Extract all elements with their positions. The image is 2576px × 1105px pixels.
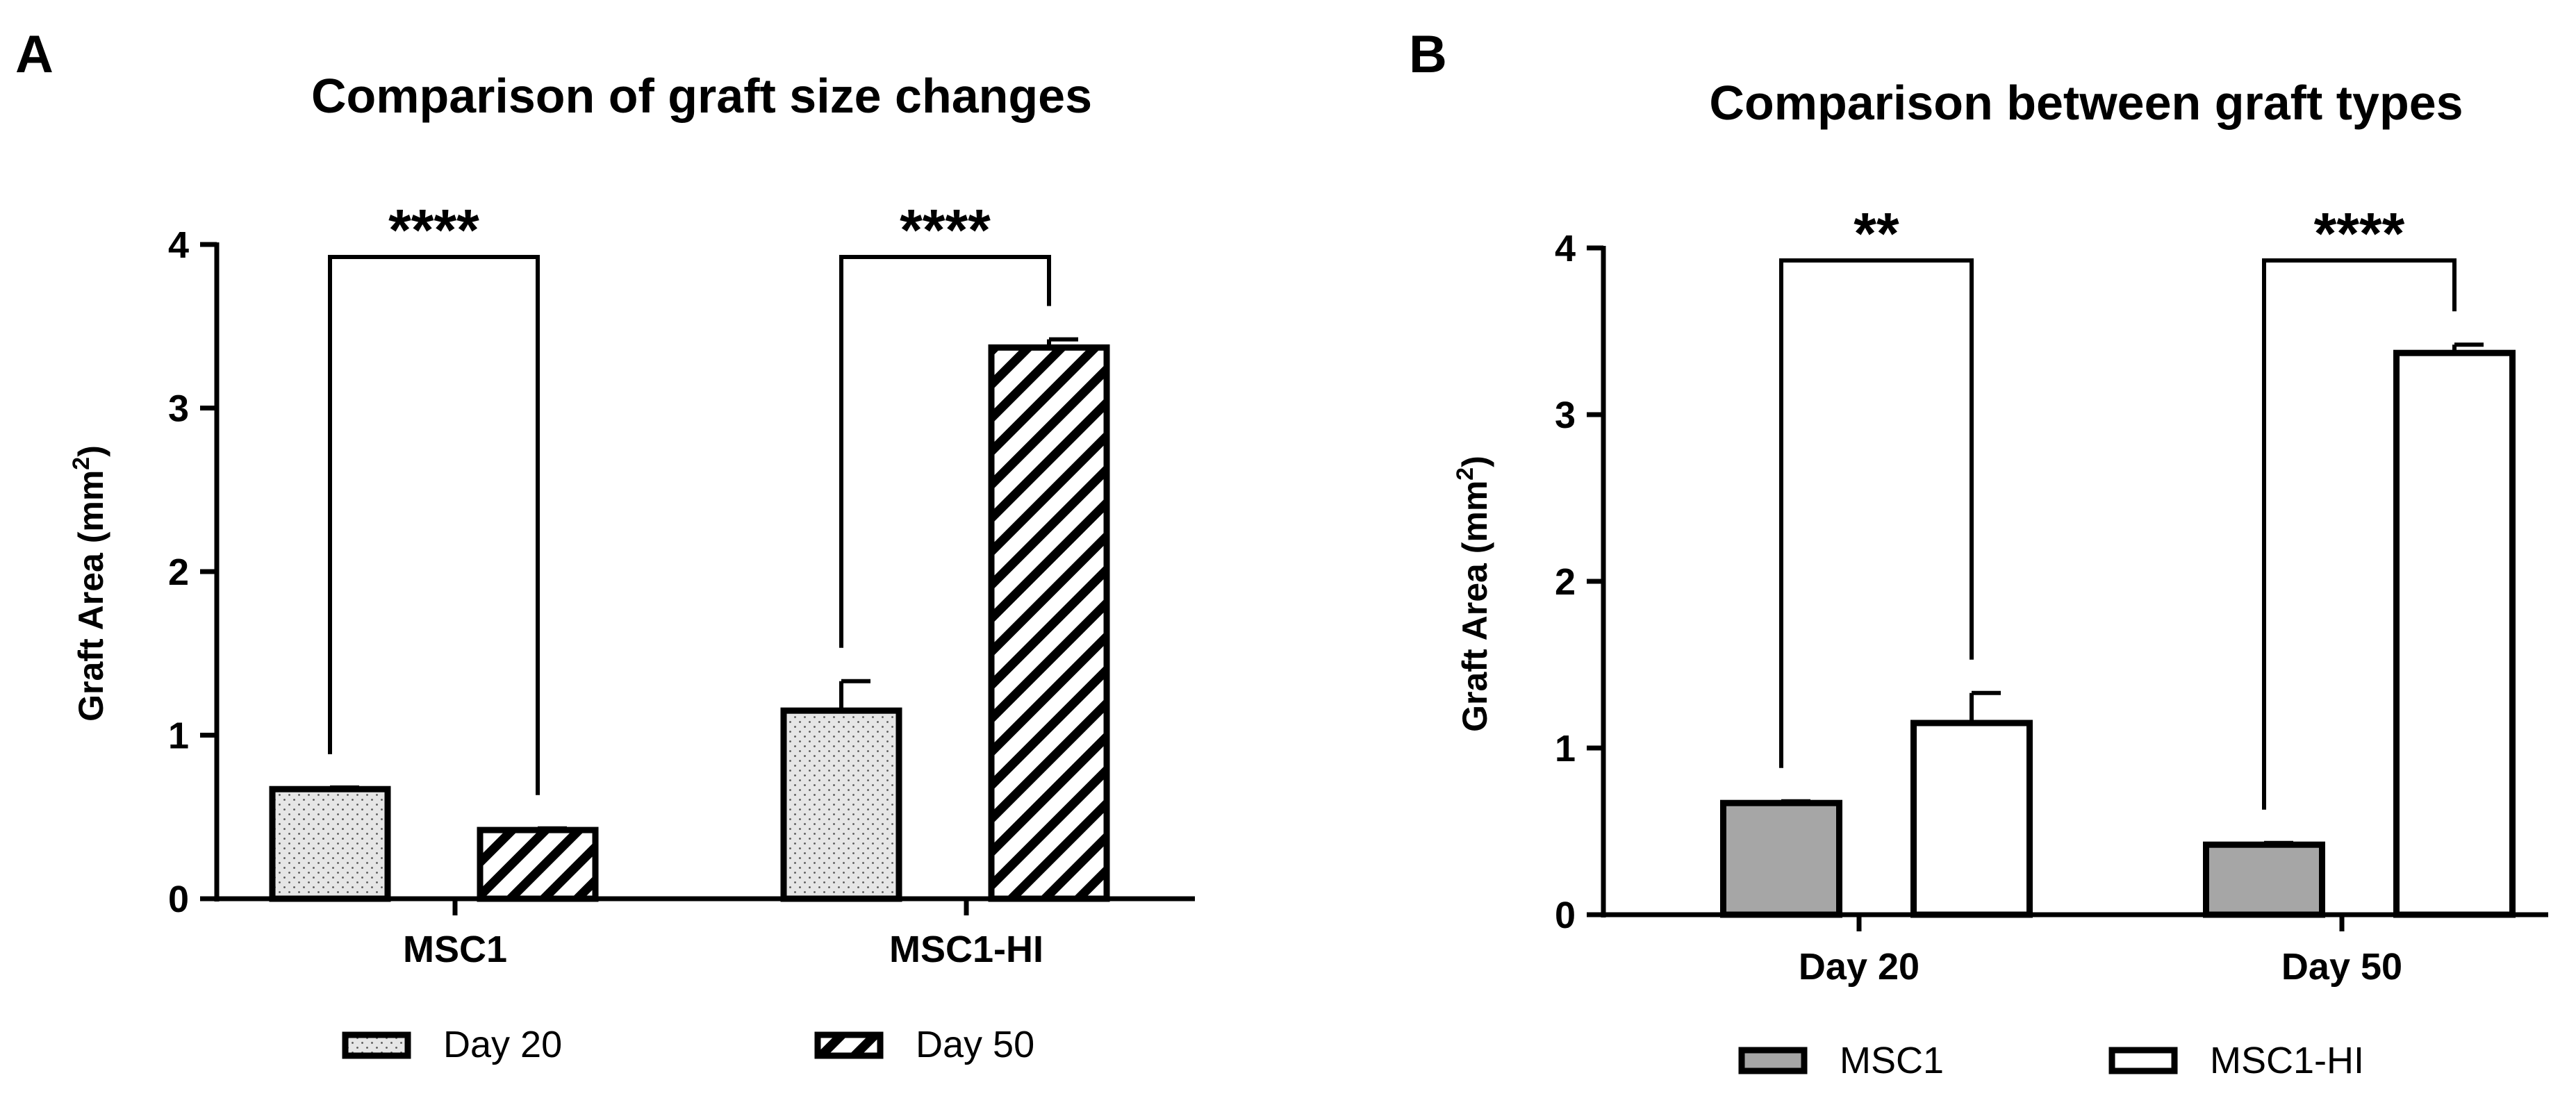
significance-label-day-50: **** — [2314, 201, 2405, 266]
x-tick-label-msc1: MSC1 — [403, 929, 507, 970]
legend-item-day-50: Day 50 — [814, 1024, 1034, 1065]
panel-a-title: Comparison of graft size changes — [311, 69, 1092, 123]
significance-label-msc1: **** — [388, 197, 479, 263]
legend-item-msc1: MSC1 — [1738, 1040, 1944, 1081]
y-tick-label: 4 — [1555, 228, 1576, 269]
y-tick-label: 0 — [1555, 895, 1576, 936]
panel-a: A Comparison of graft size changes Graft… — [15, 25, 1195, 1065]
panel-b-letter: B — [1409, 25, 1447, 84]
legend-label-day-50: Day 50 — [916, 1024, 1034, 1065]
x-tick-label-msc1-hi: MSC1-HI — [889, 929, 1043, 970]
legend-swatch-day-50 — [814, 1031, 884, 1059]
legend-label-msc1-hi: MSC1-HI — [2210, 1040, 2364, 1081]
bar-msc1-hi-day-50 — [2393, 349, 2516, 918]
panel-b-ylabel-end: ) — [1455, 456, 1494, 467]
panel-a-plot: 0 1 2 3 4 MSC1 MSC1-HI **** **** — [168, 197, 1195, 970]
bar-day-50-msc1 — [477, 826, 599, 902]
y-tick-label: 4 — [168, 224, 189, 266]
significance-label-day-20: ** — [1853, 201, 1899, 266]
bar-day-50-msc1-hi — [988, 344, 1110, 902]
panel-b: B Comparison between graft types Graft A… — [1409, 25, 2548, 1081]
significance-bracket-msc1 — [328, 255, 540, 795]
panel-a-ylabel-end: ) — [72, 445, 110, 457]
bar-day-20-msc1 — [269, 786, 391, 902]
legend-label-day-20: Day 20 — [443, 1024, 562, 1065]
y-tick-label: 3 — [1555, 394, 1576, 436]
significance-bracket-day-20 — [1779, 258, 1974, 768]
significance-bracket-msc1-hi — [839, 255, 1051, 648]
panel-b-legend: MSC1 MSC1-HI — [1738, 1040, 2364, 1081]
y-tick-label: 2 — [1555, 561, 1576, 603]
y-tick-label: 1 — [168, 715, 189, 757]
legend-label-msc1: MSC1 — [1840, 1040, 1944, 1081]
legend-swatch-day-20 — [342, 1031, 411, 1059]
panel-b-ylabel-main: Graft Area (mm — [1455, 481, 1494, 732]
x-tick-label-day-50: Day 50 — [2281, 946, 2402, 988]
significance-label-msc1-hi: **** — [900, 197, 991, 263]
panel-b-title: Comparison between graft types — [1709, 76, 2463, 130]
bar-msc1-hi-day-20 — [1910, 720, 2033, 918]
y-tick-label: 1 — [1555, 728, 1576, 770]
panel-a-ylabel: Graft Area (mm2) — [68, 445, 110, 722]
legend-swatch-msc1 — [1738, 1047, 1808, 1074]
panel-a-ylabel-sup: 2 — [68, 457, 94, 470]
panel-b-ylabel: Graft Area (mm2) — [1452, 456, 1494, 732]
bar-msc1-day-20 — [1720, 799, 1842, 918]
y-tick-label: 3 — [168, 388, 189, 430]
bar-msc1-day-50 — [2203, 841, 2325, 918]
y-tick-label: 2 — [168, 551, 189, 593]
panel-a-legend: Day 20 Day 50 — [342, 1024, 1034, 1065]
panel-a-letter: A — [15, 25, 53, 84]
legend-item-day-20: Day 20 — [342, 1024, 562, 1065]
significance-bracket-day-50 — [2262, 258, 2457, 810]
x-tick-label-day-20: Day 20 — [1799, 946, 1919, 988]
bar-day-20-msc1-hi — [780, 707, 902, 902]
y-tick-label: 0 — [168, 879, 189, 920]
panel-a-ylabel-main: Graft Area (mm — [72, 470, 110, 722]
panel-b-ylabel-sup: 2 — [1452, 467, 1478, 481]
legend-item-msc1-hi: MSC1-HI — [2108, 1040, 2364, 1081]
legend-swatch-msc1-hi — [2108, 1047, 2178, 1074]
